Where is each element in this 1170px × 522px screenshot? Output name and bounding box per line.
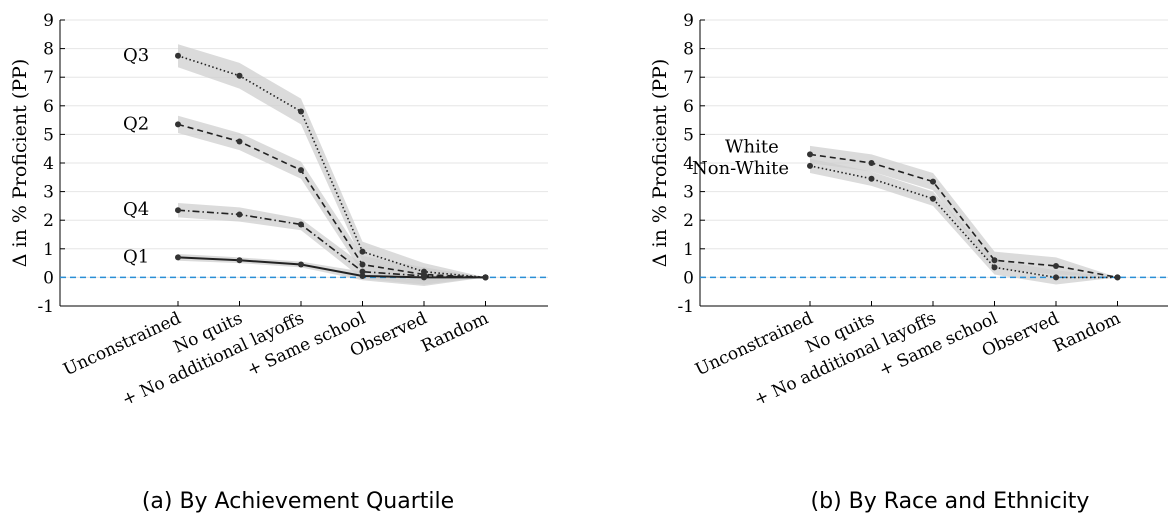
series-label-non-white: Non-White bbox=[692, 158, 789, 179]
series-line-q4 bbox=[177, 209, 486, 279]
series-line-white bbox=[809, 153, 1118, 279]
confidence-band-q2 bbox=[178, 115, 486, 282]
y-tick-label: 5 bbox=[683, 125, 694, 145]
y-tick-label: 3 bbox=[43, 183, 54, 203]
x-tick-label: Random bbox=[1050, 308, 1123, 356]
y-tick-label: 1 bbox=[43, 240, 54, 260]
data-point bbox=[1053, 262, 1059, 269]
y-tick-label: 5 bbox=[43, 125, 54, 145]
data-point bbox=[175, 52, 181, 59]
confidence-band-white bbox=[810, 145, 1118, 278]
data-point bbox=[298, 108, 304, 115]
data-point bbox=[359, 261, 366, 268]
series-line-non-white bbox=[809, 165, 1118, 279]
data-point bbox=[1053, 274, 1059, 281]
y-tick-label: -1 bbox=[677, 297, 694, 317]
y-tick-label: 4 bbox=[43, 154, 54, 174]
confidence-band-q4 bbox=[178, 203, 486, 285]
data-point bbox=[236, 257, 243, 264]
series-label-q1: Q1 bbox=[123, 246, 149, 267]
data-point bbox=[991, 264, 998, 271]
y-tick-label: 0 bbox=[43, 268, 54, 288]
data-point bbox=[359, 268, 366, 275]
data-point bbox=[421, 274, 427, 281]
y-tick-label: 3 bbox=[683, 183, 694, 203]
y-tick-label: -1 bbox=[37, 297, 54, 317]
data-point bbox=[298, 221, 304, 228]
series-line-q1 bbox=[177, 256, 486, 279]
data-point bbox=[298, 167, 304, 174]
y-tick-label: 8 bbox=[683, 40, 694, 60]
y-tick-label: 6 bbox=[683, 97, 694, 117]
y-tick-label: 4 bbox=[683, 154, 694, 174]
series-label-q2: Q2 bbox=[123, 113, 149, 134]
y-tick-label: 0 bbox=[683, 268, 694, 288]
data-point bbox=[868, 175, 875, 182]
data-point bbox=[298, 261, 304, 268]
data-point bbox=[236, 138, 243, 145]
data-point bbox=[930, 178, 936, 185]
y-tick-label: 1 bbox=[683, 240, 694, 260]
data-point bbox=[359, 272, 366, 279]
series-label-q3: Q3 bbox=[123, 45, 149, 66]
data-point bbox=[930, 195, 936, 202]
series-line-q2 bbox=[177, 123, 486, 279]
y-axis-title: Δ in % Proficient (PP) bbox=[649, 59, 671, 267]
panel-caption: (b) By Race and Ethnicity bbox=[811, 489, 1090, 514]
data-point bbox=[1114, 274, 1121, 281]
y-tick-label: 2 bbox=[683, 211, 694, 231]
data-point bbox=[482, 274, 489, 281]
confidence-band-q3 bbox=[178, 44, 486, 281]
data-point bbox=[868, 160, 875, 166]
y-tick-label: 9 bbox=[683, 11, 694, 31]
confidence-band-non-white bbox=[810, 158, 1118, 285]
x-tick-label: Random bbox=[418, 308, 491, 356]
panel-caption: (a) By Achievement Quartile bbox=[142, 489, 454, 514]
y-tick-label: 6 bbox=[43, 97, 54, 117]
data-point bbox=[175, 254, 181, 261]
data-point bbox=[807, 162, 813, 169]
y-tick-label: 7 bbox=[683, 68, 694, 88]
series-label-white: White bbox=[725, 136, 779, 157]
data-point bbox=[359, 248, 366, 255]
y-axis-title: Δ in % Proficient (PP) bbox=[9, 59, 31, 267]
series-label-q4: Q4 bbox=[123, 199, 149, 220]
data-point bbox=[175, 121, 181, 128]
series-line-q3 bbox=[177, 54, 486, 279]
data-point bbox=[991, 257, 998, 264]
y-tick-label: 7 bbox=[43, 68, 54, 88]
y-tick-label: 2 bbox=[43, 211, 54, 231]
y-tick-label: 9 bbox=[43, 11, 54, 31]
data-point bbox=[236, 211, 243, 218]
data-point bbox=[236, 72, 243, 79]
data-point bbox=[807, 151, 813, 158]
data-point bbox=[175, 207, 181, 214]
y-tick-label: 8 bbox=[43, 40, 54, 60]
